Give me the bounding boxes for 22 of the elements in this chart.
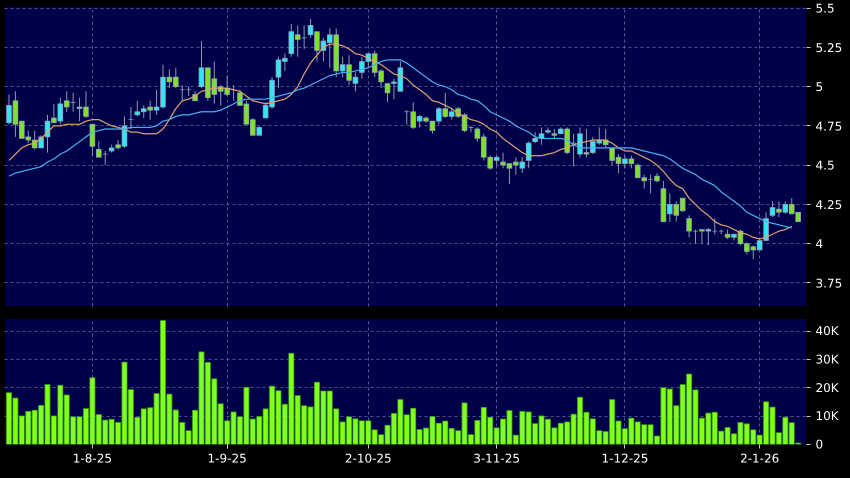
candlestick [90, 124, 96, 156]
candlestick [526, 141, 532, 169]
candlestick [128, 106, 134, 130]
y-tick-label: 5 [816, 80, 824, 94]
x-tick-label: 2-1-26 [740, 452, 780, 466]
y-tick-label: 4.5 [816, 158, 835, 173]
y-tick-label: 4.25 [816, 198, 842, 212]
y-tick-label: 20K [816, 380, 840, 395]
y-tick-label: 4 [816, 237, 824, 252]
y-tick-label: 5.5 [816, 2, 835, 16]
x-tick-label: 3-11-25 [473, 452, 520, 466]
x-tick-label: 1-12-25 [602, 452, 648, 466]
y-tick-label: 3.75 [816, 276, 842, 290]
x-tick-label: 2-10-25 [344, 452, 392, 466]
y-tick-label: 40K [816, 324, 840, 338]
y-tick-label: 5.25 [816, 40, 842, 55]
y-tick-label: 0 [816, 438, 824, 452]
y-tick-label: 4.75 [816, 119, 842, 134]
y-tick-label: 30K [816, 352, 840, 367]
x-tick-label: 1-9-25 [208, 452, 247, 466]
y-tick-label: 10K [816, 409, 840, 424]
x-tick-label: 1-8-25 [72, 452, 112, 466]
